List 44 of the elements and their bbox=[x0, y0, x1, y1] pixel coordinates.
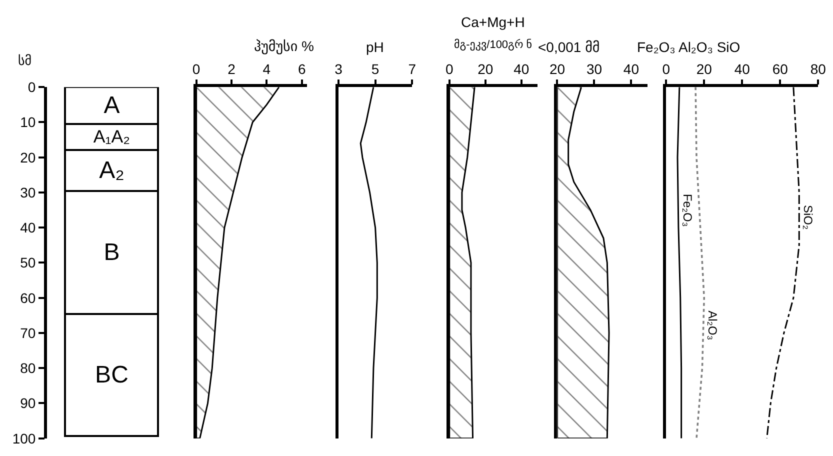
chart-subtitle: მგ-ეკვ/100გრ ნ bbox=[454, 38, 532, 51]
chart-title: <0,001 მმ bbox=[538, 39, 600, 55]
x-tick-label: 20 bbox=[549, 60, 566, 77]
x-tick-label: 0 bbox=[445, 60, 454, 77]
chart-title: Fe₂O₃ Al₂O₃ SiO bbox=[637, 39, 740, 55]
x-tick-label: 3 bbox=[334, 60, 343, 77]
x-tick-label: 6 bbox=[298, 60, 306, 77]
y-tick-label: 90 bbox=[20, 395, 36, 412]
series-label: A bbox=[104, 92, 120, 120]
chart-title: Ca+Mg+H bbox=[461, 14, 525, 30]
x-tick-label: 40 bbox=[623, 60, 640, 77]
x-tick-label: 4 bbox=[262, 60, 271, 77]
x-tick-label: 80 bbox=[810, 60, 826, 77]
x-tick-label: 0 bbox=[662, 60, 670, 77]
x-tick-label: 7 bbox=[408, 60, 416, 77]
y-axis-title: სმ bbox=[18, 53, 32, 68]
y-tick-label: 40 bbox=[20, 220, 36, 236]
y-tick-label: 0 bbox=[28, 79, 36, 96]
text: Al₂O₃ bbox=[705, 310, 720, 340]
y-tick-label: 80 bbox=[20, 360, 36, 376]
x-tick-label: 0 bbox=[192, 60, 200, 77]
chart-title: pH bbox=[366, 39, 384, 55]
x-tick-label: 40 bbox=[734, 60, 750, 77]
y-tick-label: 100 bbox=[12, 430, 36, 446]
x-tick-label: 5 bbox=[371, 60, 380, 77]
y-tick-label: 20 bbox=[20, 149, 36, 166]
y-tick-label: 30 bbox=[20, 184, 36, 200]
y-tick-label: 10 bbox=[20, 114, 36, 130]
series-label: B bbox=[104, 239, 120, 266]
series-label: BC bbox=[95, 362, 128, 389]
x-tick-label: 20 bbox=[478, 60, 494, 77]
y-tick-label: 70 bbox=[20, 324, 36, 341]
x-tick-label: 20 bbox=[696, 60, 712, 77]
series-label: A₂ bbox=[99, 157, 124, 184]
x-tick-label: 2 bbox=[228, 60, 236, 77]
x-tick-label: 60 bbox=[772, 60, 788, 77]
text: SiO₂ bbox=[801, 204, 816, 230]
series-label: A₁A₂ bbox=[93, 126, 130, 147]
chart-title: ჰუმუსი % bbox=[254, 38, 314, 55]
y-tick-label: 50 bbox=[20, 254, 36, 271]
text: Fe₂O₃ bbox=[680, 194, 694, 227]
y-tick-label: 60 bbox=[20, 290, 36, 306]
x-tick-label: 30 bbox=[586, 60, 602, 77]
x-tick-label: 40 bbox=[514, 60, 530, 77]
